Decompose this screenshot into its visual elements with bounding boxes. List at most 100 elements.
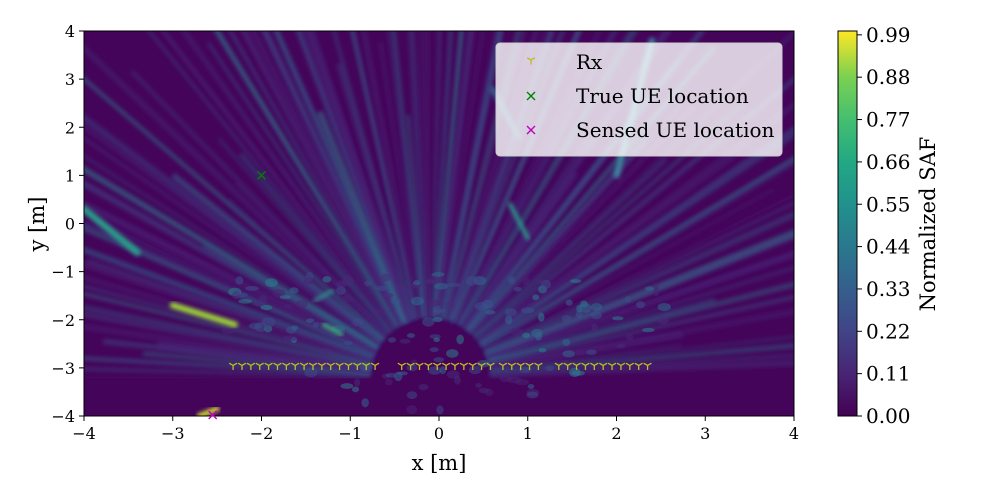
texture-blob	[375, 285, 388, 292]
texture-stripe	[433, 31, 464, 318]
texture-stripe	[434, 31, 475, 319]
y-tick-label: −1	[51, 263, 75, 282]
texture-stripe	[478, 132, 794, 346]
x-tick-label: 2	[611, 424, 621, 443]
texture-stripe	[84, 247, 375, 360]
texture-stripe	[207, 41, 398, 329]
colorbar-tick-label: 0.66	[866, 150, 911, 174]
heatmap-ridge	[321, 322, 344, 337]
texture-stripe	[84, 311, 372, 370]
texture-blob	[484, 310, 496, 315]
texture-blob	[312, 321, 320, 328]
texture-blob	[429, 347, 439, 353]
texture-blob	[279, 295, 291, 300]
rx-marker	[607, 362, 617, 370]
texture-blob	[446, 349, 459, 358]
texture-stripe	[482, 188, 775, 350]
texture-stripe	[214, 31, 401, 328]
rx-marker	[299, 362, 309, 370]
rx-marker	[317, 362, 327, 370]
y-tick-label: −3	[51, 359, 75, 378]
texture-blob	[253, 301, 265, 307]
texture-blob	[385, 372, 397, 378]
y-axis: 4 3 2 1 0 −1 −2 −3 −4	[51, 22, 84, 426]
texture-stripe	[239, 152, 393, 334]
texture-blob	[538, 348, 547, 353]
texture-blob	[432, 317, 443, 323]
rx-marker	[335, 362, 344, 370]
y-tick-label: −2	[51, 311, 75, 330]
texture-blob	[575, 350, 586, 356]
rx-marker	[581, 362, 590, 370]
texture-stripe	[84, 285, 373, 364]
texture-blob	[306, 318, 315, 323]
colorbar-label: Normalized SAF	[916, 137, 940, 312]
texture-blob	[561, 315, 572, 323]
texture-stripe	[84, 44, 389, 339]
texture-blob	[538, 312, 545, 322]
texture-blob	[322, 276, 332, 283]
texture-blob	[272, 288, 286, 298]
rx-marker	[525, 362, 534, 370]
texture-blob	[444, 301, 456, 310]
heatmap-texture	[84, 31, 794, 415]
texture-stripe	[261, 31, 407, 325]
legend: Rx True UE location Sensed UE location	[495, 42, 783, 157]
texture-blob	[340, 383, 354, 389]
texture-stripe	[486, 252, 794, 361]
texture-blob	[291, 325, 299, 330]
legend-label: Sensed UE location	[576, 118, 775, 142]
rx-marker	[406, 362, 415, 370]
texture-blob	[373, 308, 385, 318]
texture-blob	[354, 378, 361, 387]
texture-blob	[518, 366, 532, 373]
texture-stripe	[84, 323, 372, 373]
texture-blob	[431, 272, 445, 277]
texture-stripe	[84, 113, 385, 345]
texture-stripe	[310, 31, 413, 322]
texture-blob	[536, 279, 547, 285]
x-axis: −4 −3 −2 −1 0 1 2 3 4	[72, 416, 799, 443]
texture-blob	[624, 296, 632, 303]
texture-stripe	[489, 344, 683, 371]
texture-stripe	[476, 153, 736, 345]
texture-stripe	[171, 173, 385, 343]
texture-stripe	[487, 281, 794, 366]
texture-stripe	[480, 158, 794, 350]
texture-stripe	[432, 31, 453, 318]
rx-marker	[572, 362, 581, 370]
texture-blob	[283, 335, 298, 342]
texture-blob	[456, 334, 464, 345]
heatmap-ridge	[313, 289, 334, 302]
texture-blob	[260, 304, 273, 311]
texture-stripe	[84, 367, 371, 378]
legend-x-marker	[526, 91, 536, 101]
legend-x-marker	[526, 125, 536, 135]
texture-blob	[406, 405, 418, 415]
true-ue-marker	[257, 170, 266, 180]
texture-blob	[657, 302, 671, 312]
texture-blob	[476, 360, 490, 368]
colorbar-ticks: 0.00 0.11 0.22 0.33 0.44 0.55 0.66 0.77 0.88 0.99	[857, 23, 911, 428]
texture-stripe	[378, 41, 424, 319]
texture-blob	[340, 295, 354, 303]
rx-marker	[432, 362, 442, 370]
x-tick-label: −2	[250, 424, 274, 443]
rx-marker	[344, 362, 353, 370]
texture-blob	[406, 391, 418, 400]
legend-box	[495, 42, 783, 157]
rx-marker	[563, 362, 572, 370]
texture-stripe	[84, 136, 382, 345]
rx-marker	[273, 362, 282, 370]
texture-stripe	[227, 198, 386, 339]
texture-blob	[439, 366, 447, 375]
y-tick-label: 1	[65, 166, 75, 185]
rx-marker	[477, 362, 486, 370]
x-tick-label: −4	[72, 424, 96, 443]
y-tick-label: 2	[65, 118, 75, 137]
rx-marker	[424, 362, 433, 370]
colorbar-tick-label: 0.99	[866, 23, 911, 47]
texture-blob	[336, 286, 346, 296]
texture-blob	[235, 276, 244, 285]
texture-stripe	[408, 31, 431, 318]
